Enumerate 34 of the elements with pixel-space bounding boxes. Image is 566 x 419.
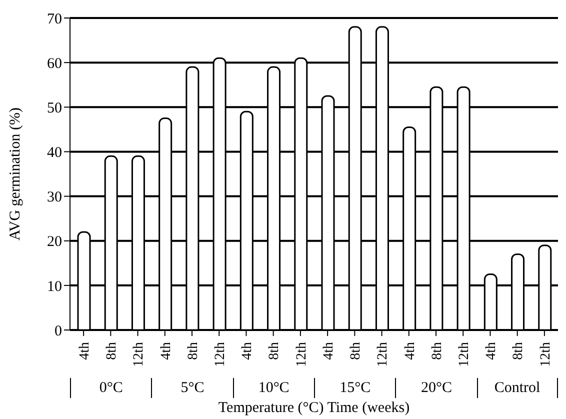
x-axis-title: Temperature (°C) Time (weeks): [217, 400, 411, 417]
x-tick-label: 12th: [213, 342, 228, 367]
x-tick-label: 12th: [538, 342, 554, 367]
text: 15°C: [314, 378, 396, 398]
x-tick-label: 4th: [158, 342, 174, 360]
x-tick-label: 4th: [77, 342, 92, 360]
y-tick-label: 0: [54, 323, 62, 340]
x-tick-label: 12th: [132, 342, 147, 367]
text: 20°C: [395, 378, 477, 398]
x-tick-label: 4th: [402, 342, 418, 360]
x-tick-label: 8th: [348, 342, 364, 360]
x-tick-label: 4th: [240, 342, 256, 360]
y-tick-label: 40: [47, 145, 62, 162]
y-tick-label: 50: [47, 100, 62, 116]
y-tick-label: 30: [47, 190, 62, 206]
x-tick-label: 8th: [104, 342, 120, 360]
text: Control: [476, 378, 558, 398]
x-tick-label: 8th: [267, 342, 282, 360]
y-tick-label: 60: [47, 56, 62, 72]
x-tick-label: 12th: [457, 342, 472, 367]
x-tick-label: 4th: [321, 342, 336, 360]
y-tick-label: 10: [47, 278, 62, 295]
text: 10°C: [232, 378, 314, 398]
text: 0°C: [70, 378, 152, 398]
y-tick-label: 20: [47, 234, 62, 250]
x-tick-label: 8th: [186, 342, 201, 360]
x-tick-label: 12th: [294, 342, 310, 367]
text: 5°C: [151, 378, 233, 398]
x-tick-label: 8th: [430, 342, 445, 360]
x-tick-label: 8th: [511, 342, 526, 360]
y-tick-label: 70: [47, 11, 62, 28]
x-tick-label: 12th: [376, 342, 391, 367]
y-axis-title: AVG germination (%): [7, 107, 24, 241]
x-tick-label: 4th: [484, 342, 500, 360]
